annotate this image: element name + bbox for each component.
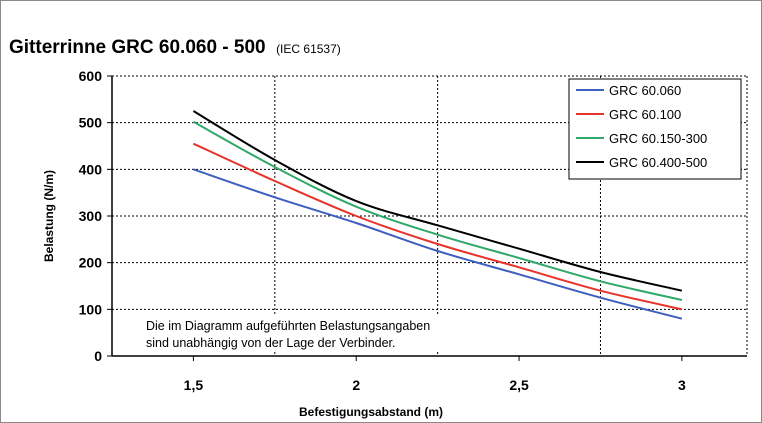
y-tick-label: 100 bbox=[79, 301, 103, 317]
annotation: Die im Diagramm aufgeführten Belastungsa… bbox=[139, 316, 495, 352]
chart-title-main: Gitterrinne GRC 60.060 - 500 bbox=[9, 37, 266, 58]
y-tick-label: 200 bbox=[79, 255, 103, 271]
chart-title-standard: (IEC 61537) bbox=[276, 42, 341, 56]
y-axis-label: Belastung (N/m) bbox=[42, 170, 56, 262]
legend: GRC 60.060 GRC 60.100 GRC 60.150-300 GRC 60… bbox=[568, 78, 742, 180]
legend-label: GRC 60.100 bbox=[609, 107, 681, 122]
legend-label: GRC 60.060 bbox=[609, 83, 681, 98]
y-tick-label: 600 bbox=[79, 68, 103, 84]
grid-lines bbox=[112, 75, 748, 356]
y-tick-label: 500 bbox=[79, 115, 103, 131]
series-line-2 bbox=[192, 142, 683, 311]
x-tick-label: 3 bbox=[678, 377, 686, 393]
annotation-box bbox=[139, 316, 495, 352]
series-line-4 bbox=[192, 110, 683, 292]
annotation-line-2: sind unabhängig von der Lage der Verbind… bbox=[146, 336, 396, 350]
annotation-line-1: Die im Diagramm aufgeführten Belastungsa… bbox=[146, 319, 430, 333]
y-tick-label: 0 bbox=[94, 348, 102, 364]
x-axis-ticks: 1,5 2 2,5 3 bbox=[184, 356, 686, 393]
y-tick-label: 400 bbox=[79, 161, 103, 177]
y-tick-label: 300 bbox=[79, 208, 103, 224]
series-lines bbox=[192, 110, 683, 320]
x-axis-label: Befestigungsabstand (m) bbox=[299, 405, 443, 419]
legend-label: GRC 60.150-300 bbox=[609, 131, 707, 146]
series-line-1 bbox=[193, 168, 683, 320]
x-tick-label: 1,5 bbox=[184, 377, 204, 393]
x-tick-label: 2 bbox=[352, 377, 360, 393]
x-tick-label: 2,5 bbox=[509, 377, 529, 393]
legend-label: GRC 60.400-500 bbox=[609, 155, 707, 170]
y-axis-ticks: 0 100 200 300 400 500 600 bbox=[79, 68, 112, 364]
chart-title: Gitterrinne GRC 60.060 - 500 (IEC 61537) bbox=[9, 37, 341, 58]
series-line-3 bbox=[192, 120, 683, 301]
